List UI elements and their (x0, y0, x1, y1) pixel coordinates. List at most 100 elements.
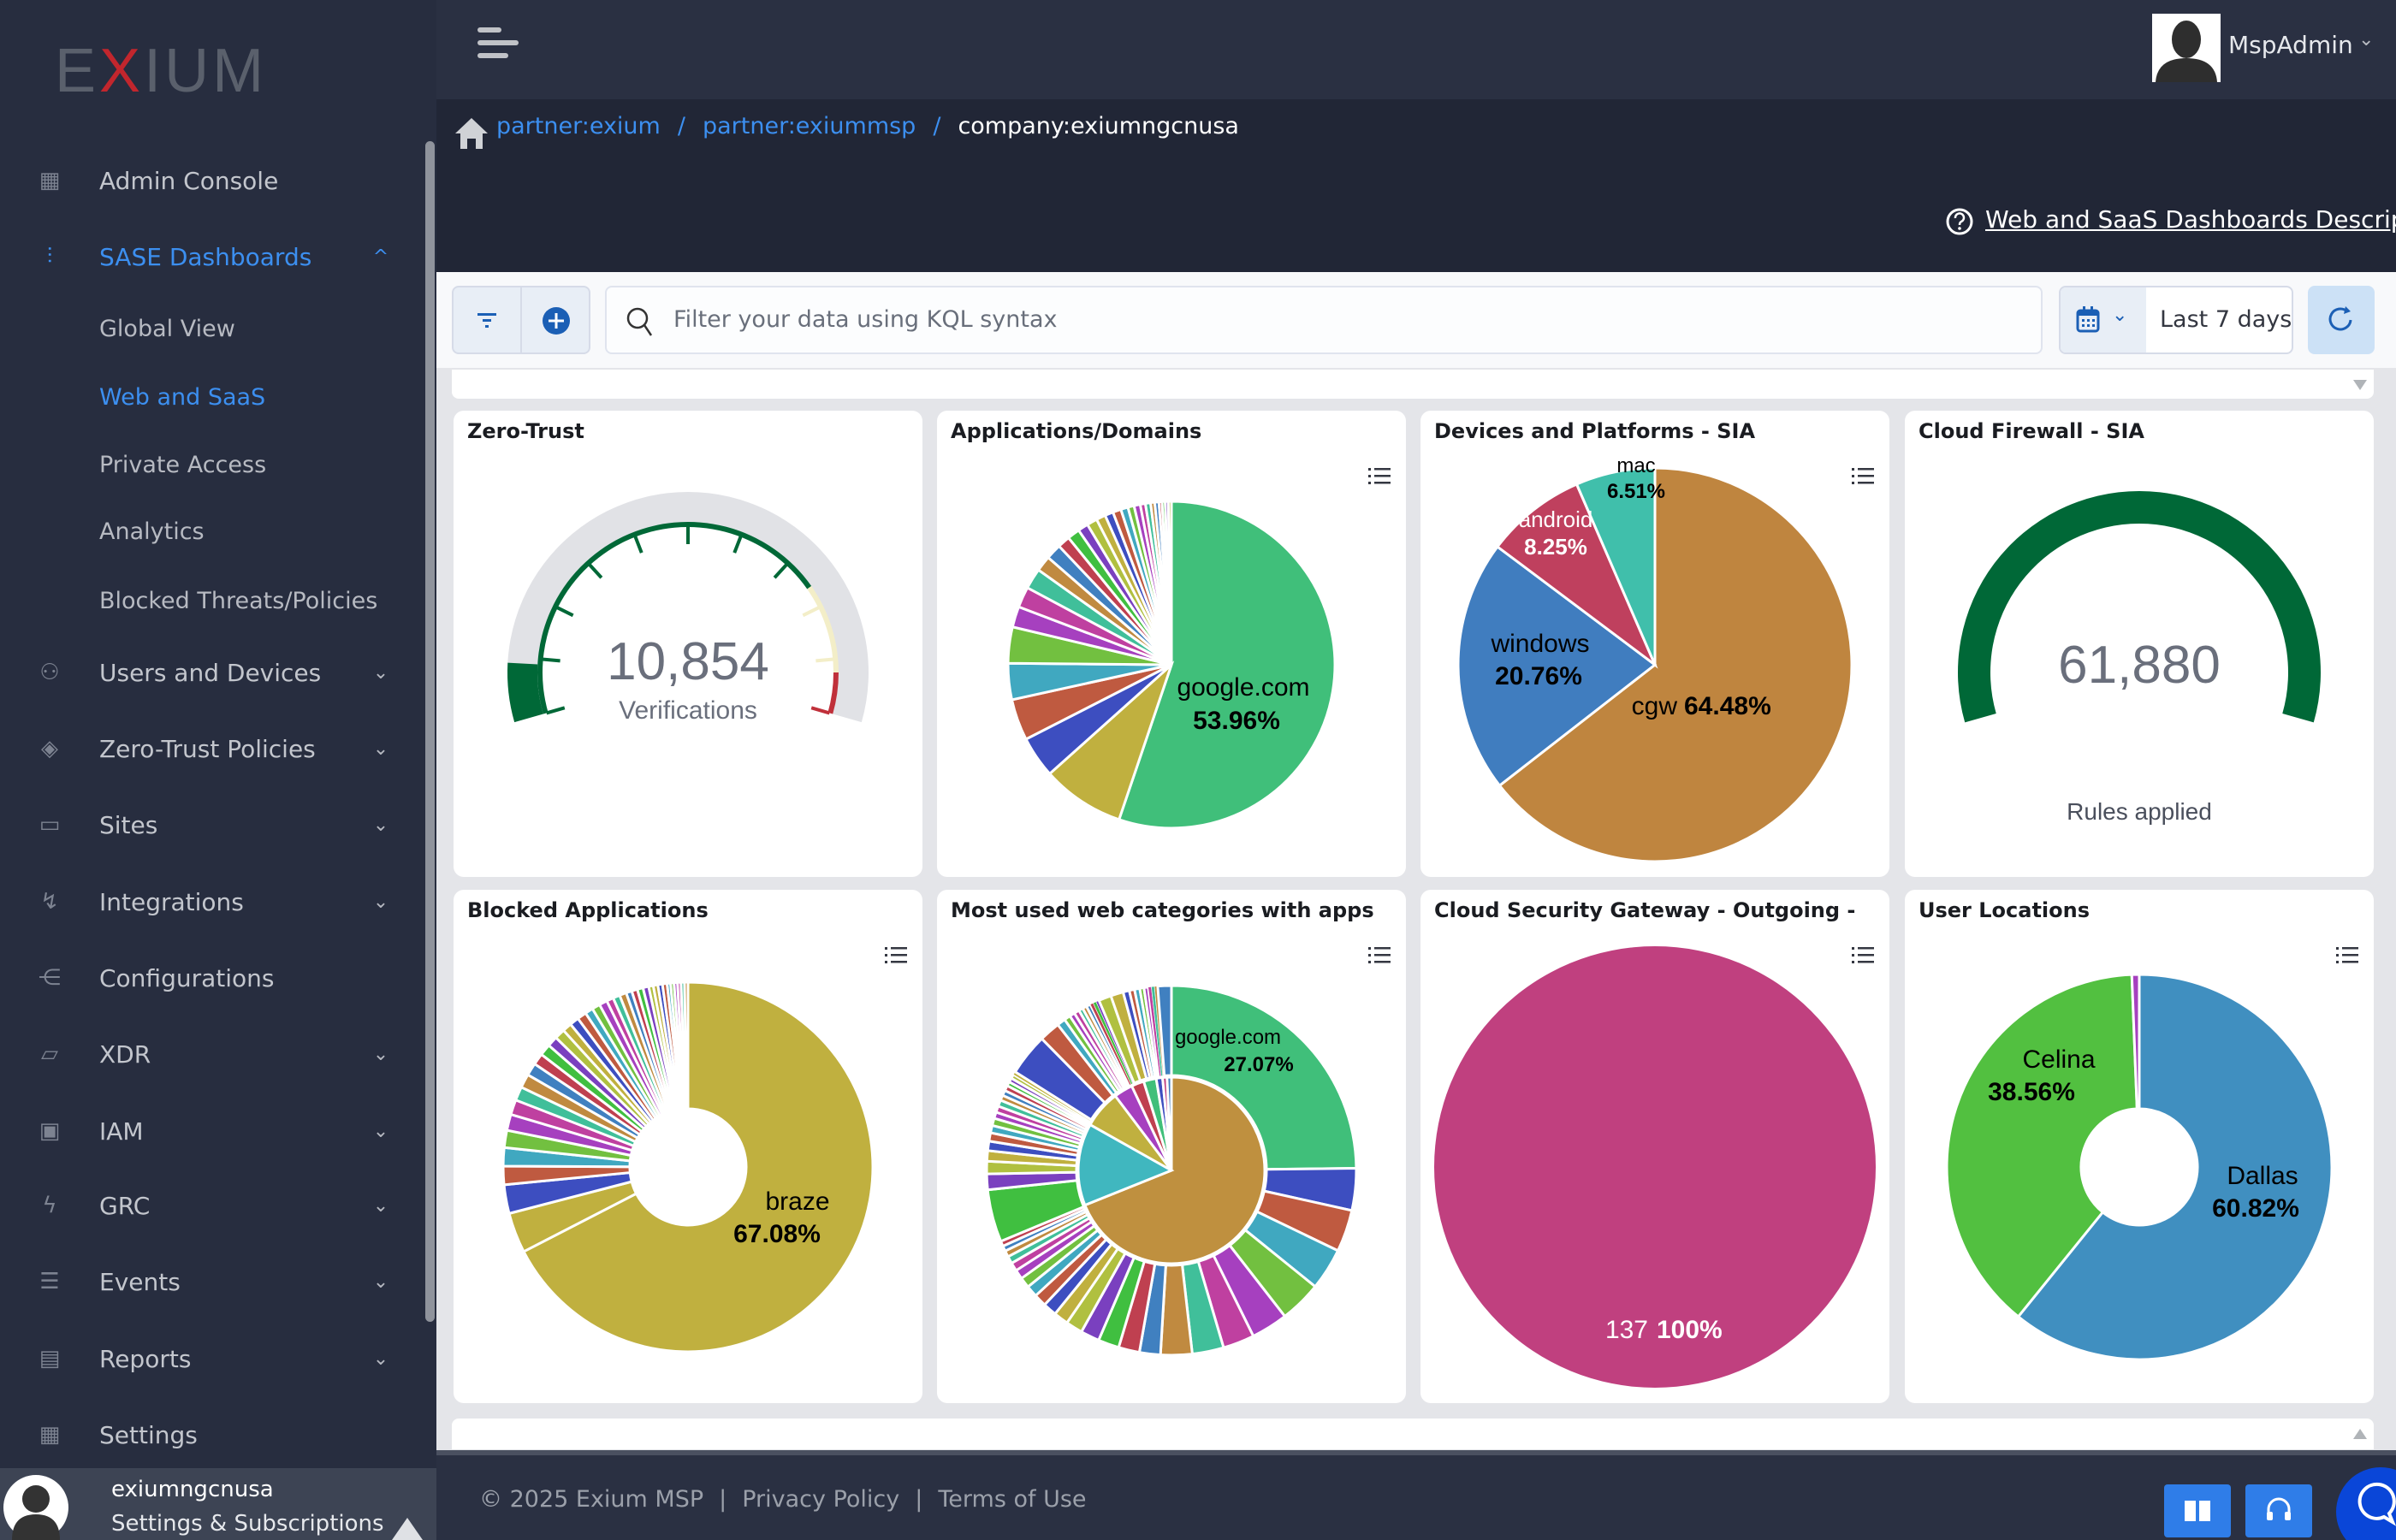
slice-label: 64.48% (1684, 692, 1771, 720)
breadcrumb-partner-exiummsp[interactable]: partner:exiummsp (702, 113, 916, 139)
gauge-tick (773, 562, 789, 579)
pie-slice-mac[interactable] (1575, 466, 1657, 666)
expand-triangle-icon[interactable] (2353, 1429, 2367, 1439)
home-icon[interactable] (454, 116, 489, 151)
sidebar-item-iam[interactable]: ▣ IAM ⌄ (0, 1105, 419, 1157)
sidebar-subitem-web-and-saas[interactable]: Web and SaaS (99, 383, 266, 411)
sidebar-item-grc[interactable]: ϟ GRC ⌄ (0, 1180, 419, 1231)
date-quick-menu-button[interactable]: ⌄ (2061, 287, 2146, 352)
sidebar-subitem-global-view[interactable]: Global View (99, 315, 235, 342)
pie-slice[interactable] (1076, 1122, 1175, 1207)
pie-slice-Celina[interactable] (1945, 973, 2138, 1319)
card-title: Cloud Firewall - SIA (1919, 419, 2144, 443)
card-csg: 137 100% Cloud Security Gateway - Outgoing… (1420, 890, 1889, 1403)
pie-slice[interactable] (2130, 973, 2141, 1111)
sidebar-item-events[interactable]: ☰ Events ⌄ (0, 1256, 419, 1307)
settings-subscriptions-link[interactable]: Settings & Subscriptions (111, 1511, 384, 1537)
exium-logo[interactable]: EXIUM (55, 37, 268, 105)
sidebar-user-block[interactable]: exiumngcnusa Settings & Subscriptions (0, 1468, 436, 1540)
chevron-icon: ⌄ (372, 737, 389, 760)
sidebar-scrollbar[interactable] (425, 141, 435, 1322)
chart-webcat: google.com 27.07% (985, 984, 1358, 1357)
sidebar-subitem-blocked-threats-policies[interactable]: Blocked Threats/Policies (99, 587, 378, 614)
date-picker[interactable]: ⌄ Last 7 days (2059, 286, 2293, 354)
pie-slice[interactable] (1156, 984, 1173, 1077)
sidebar-subitem-private-access[interactable]: Private Access (99, 451, 267, 478)
monitor-icon: ▭ (39, 812, 61, 838)
legend-toggle-list-icon[interactable] (1852, 946, 1874, 965)
dashboard-description-link[interactable]: Web and SaaS Dashboards Description (1985, 205, 2396, 234)
sidebar-item-xdr[interactable]: ▱ XDR ⌄ (0, 1028, 419, 1080)
support-button[interactable] (2245, 1484, 2312, 1537)
help-icon[interactable] (1945, 207, 1974, 236)
slice-label: mac (1616, 454, 1655, 477)
pie-slice-137[interactable] (1434, 946, 1876, 1388)
sliders-icon: ⫶ (46, 243, 53, 270)
sidebar-item-zero-trust-policies[interactable]: ◈ Zero-Trust Policies ⌄ (0, 723, 419, 774)
pie-slice-Dallas[interactable] (2016, 973, 2334, 1361)
slice-label: 60.82% (2212, 1194, 2299, 1223)
legend-toggle-list-icon[interactable] (1368, 946, 1391, 965)
kql-search-input[interactable]: Filter your data using KQL syntax (605, 286, 2043, 354)
breadcrumb-partner-exium[interactable]: partner:exium (496, 113, 661, 139)
pie-slice-google.com[interactable] (1117, 500, 1337, 830)
sidebar-item-reports[interactable]: ▤ Reports ⌄ (0, 1333, 419, 1384)
top-header: MspAdmin ⌄ (436, 0, 2396, 99)
collapse-triangle-icon[interactable] (2353, 380, 2367, 390)
refresh-button[interactable] (2308, 286, 2375, 354)
chevron-icon: ^ (372, 246, 389, 268)
sidebar-item-label: Reports (99, 1344, 192, 1373)
privacy-policy-link[interactable]: Privacy Policy (742, 1486, 900, 1513)
chart-csg: 137 100% (1434, 946, 1876, 1388)
slice-label: 27.07% (1224, 1053, 1293, 1076)
sidebar-item-label: Configurations (99, 963, 275, 992)
sidebar-subitem-analytics[interactable]: Analytics (99, 518, 205, 545)
breadcrumb-current-company: company:exiumngcnusa (958, 113, 1239, 139)
chevron-down-icon[interactable]: ⌄ (2358, 29, 2375, 50)
sidebar-item-settings[interactable]: ▦ Settings (0, 1409, 419, 1460)
pie-slice[interactable] (683, 980, 690, 1111)
sidebar-item-admin-console[interactable]: ▦ Admin Console (0, 155, 419, 206)
gauge-label: Verifications (619, 696, 757, 725)
headset-icon (2267, 1497, 2291, 1520)
sidebar-item-configurations[interactable]: ⋲ Configurations (0, 952, 419, 1004)
legend-toggle-list-icon[interactable] (1368, 467, 1391, 486)
gauge-tick (587, 562, 603, 579)
filter-button-group (452, 286, 590, 354)
user-menu-name[interactable]: MspAdmin (2228, 31, 2353, 59)
gauge-value: 10,854 (607, 632, 769, 691)
legend-toggle-list-icon[interactable] (2336, 946, 2358, 965)
legend-toggle-list-icon[interactable] (885, 946, 907, 965)
pie-slice[interactable] (1082, 1075, 1266, 1265)
add-filter-icon[interactable] (542, 306, 571, 335)
collapsed-panel-top (452, 370, 2374, 399)
caret-up-icon[interactable] (392, 1518, 423, 1540)
slice-label: 20.76% (1495, 662, 1582, 690)
hamburger-menu-icon[interactable] (477, 27, 520, 62)
pie-slice[interactable] (1047, 660, 1175, 821)
admin-avatar-icon[interactable] (2152, 14, 2221, 82)
pie-slice-google.com[interactable] (1170, 984, 1358, 1171)
pie-slice-android[interactable] (1495, 483, 1658, 669)
chart-locations: Celina 38.56% Dallas 60.82% (1945, 973, 2334, 1361)
pie-slice[interactable] (1166, 500, 1173, 666)
pie-slice-windows[interactable] (1456, 544, 1658, 788)
terms-of-use-link[interactable]: Terms of Use (938, 1486, 1087, 1513)
sidebar-item-users-and-devices[interactable]: ⚇ Users and Devices ⌄ (0, 647, 419, 698)
filter-options-button[interactable] (454, 287, 522, 352)
legend-toggle-list-icon[interactable] (1852, 467, 1874, 486)
sidebar: EXIUM ▦ Admin Console ⫶ SASE Dashboards ^ ⚇ Us… (0, 0, 436, 1540)
chat-launcher-icon[interactable] (2333, 1467, 2396, 1540)
sidebar-item-sites[interactable]: ▭ Sites ⌄ (0, 799, 419, 850)
pie-slice-braze[interactable] (521, 980, 875, 1353)
sidebar-item-sase-dashboards[interactable]: ⫶ SASE Dashboards ^ (0, 231, 419, 282)
card-firewall: 61,880 Rules applied Cloud Firewall - SIA (1905, 411, 2374, 877)
sidebar-user-name: exiumngcnusa (111, 1477, 274, 1502)
pie-slice[interactable] (1165, 1075, 1173, 1171)
docs-button[interactable] (2164, 1484, 2231, 1537)
card-zero-trust: 10,854 Verifications Zero-Trust (454, 411, 922, 877)
sidebar-item-integrations[interactable]: ↯ Integrations ⌄ (0, 876, 419, 927)
pie-slice-cgw[interactable] (1498, 466, 1853, 863)
slice-label: Celina (2022, 1045, 2095, 1074)
route-icon: ↯ (40, 889, 59, 915)
